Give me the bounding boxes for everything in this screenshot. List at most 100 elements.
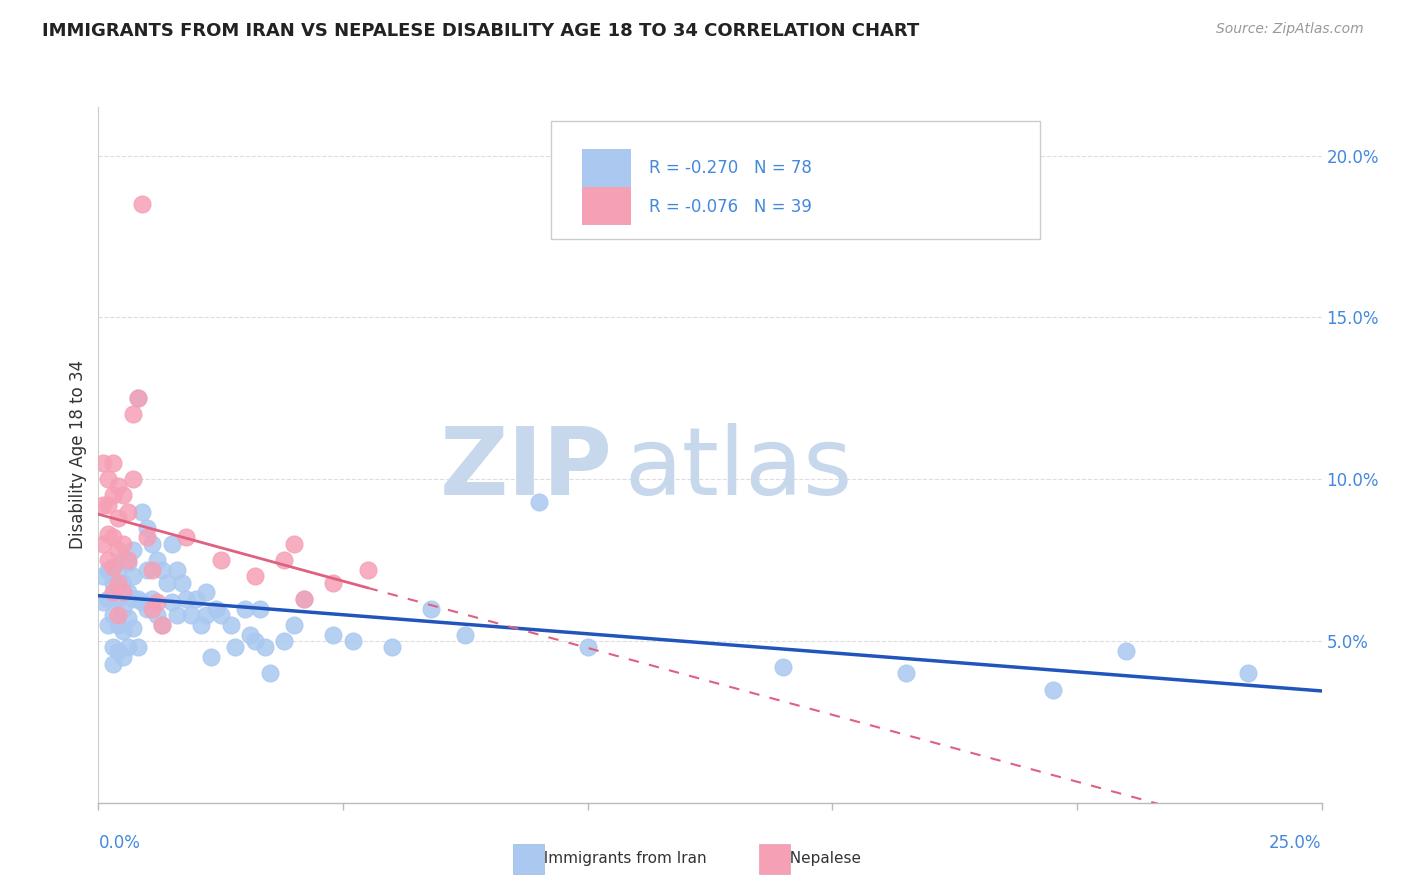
Text: R = -0.270   N = 78: R = -0.270 N = 78 (648, 159, 811, 177)
Point (97, 563, 120, 577)
Point (224, 640, 246, 655)
Point (209, 608, 232, 623)
Point (107, 563, 129, 577)
Point (107, 591, 129, 606)
Point (111, 575, 134, 590)
Point (342, 634, 364, 648)
Point (91, 498, 114, 512)
Point (209, 553, 232, 567)
Point (180, 608, 202, 623)
Point (249, 601, 271, 615)
Text: 0.0%: 0.0% (98, 834, 141, 852)
Point (117, 557, 139, 571)
Point (894, 666, 917, 681)
Point (322, 575, 344, 590)
Point (160, 537, 183, 551)
Point (101, 585, 124, 599)
FancyBboxPatch shape (582, 149, 630, 187)
Point (121, 621, 143, 635)
Point (243, 634, 266, 648)
Point (141, 601, 163, 615)
Point (176, 591, 198, 606)
Point (121, 569, 143, 583)
Point (150, 617, 173, 632)
Point (101, 640, 124, 655)
Point (150, 617, 173, 632)
Point (136, 601, 159, 615)
Point (150, 563, 173, 577)
Point (121, 591, 143, 606)
Point (146, 553, 169, 567)
Point (117, 504, 139, 518)
Point (160, 595, 183, 609)
Point (97, 498, 120, 512)
Point (97, 472, 120, 486)
Point (107, 575, 129, 590)
Text: ZIP: ZIP (439, 423, 612, 515)
Point (146, 608, 169, 623)
Point (322, 627, 344, 641)
Point (292, 591, 315, 606)
Point (117, 640, 139, 655)
Point (117, 611, 139, 625)
Point (131, 595, 153, 609)
Point (141, 537, 163, 551)
Point (273, 634, 295, 648)
Point (101, 456, 124, 470)
Text: 25.0%: 25.0% (1270, 834, 1322, 852)
Text: R = -0.076   N = 39: R = -0.076 N = 39 (648, 197, 811, 216)
Point (141, 591, 163, 606)
Point (91, 537, 114, 551)
Point (101, 488, 124, 502)
Point (136, 563, 159, 577)
Point (205, 601, 228, 615)
Point (1115, 643, 1137, 657)
Point (107, 608, 129, 623)
Point (1042, 682, 1064, 697)
Point (131, 504, 153, 518)
Point (121, 543, 143, 558)
Point (186, 591, 208, 606)
Point (195, 608, 218, 623)
Point (127, 591, 149, 606)
Point (219, 617, 242, 632)
Point (101, 559, 124, 574)
Point (107, 643, 129, 657)
Point (127, 392, 149, 406)
Point (107, 617, 129, 632)
Point (111, 488, 134, 502)
FancyBboxPatch shape (551, 121, 1040, 239)
Point (91, 595, 114, 609)
Point (111, 601, 134, 615)
Point (381, 640, 404, 655)
Point (107, 543, 129, 558)
Point (117, 585, 139, 599)
Text: Source: ZipAtlas.com: Source: ZipAtlas.com (1216, 22, 1364, 37)
Point (101, 531, 124, 545)
Point (101, 608, 124, 623)
Point (156, 575, 179, 590)
Point (111, 624, 134, 639)
Point (127, 392, 149, 406)
Point (200, 650, 222, 665)
Point (253, 640, 276, 655)
Point (239, 627, 262, 641)
Point (176, 531, 198, 545)
Point (166, 563, 188, 577)
Point (772, 660, 794, 674)
Point (292, 591, 315, 606)
Point (121, 408, 143, 422)
Point (121, 472, 143, 486)
Text: IMMIGRANTS FROM IRAN VS NEPALESE DISABILITY AGE 18 TO 34 CORRELATION CHART: IMMIGRANTS FROM IRAN VS NEPALESE DISABIL… (42, 22, 920, 40)
Point (170, 575, 193, 590)
Point (146, 595, 169, 609)
Point (420, 601, 443, 615)
Point (136, 531, 159, 545)
Point (576, 640, 599, 655)
Point (111, 537, 134, 551)
Point (1237, 666, 1260, 681)
Y-axis label: Disability Age 18 to 34: Disability Age 18 to 34 (69, 360, 87, 549)
Point (111, 585, 134, 599)
Point (454, 627, 477, 641)
Point (107, 478, 129, 492)
